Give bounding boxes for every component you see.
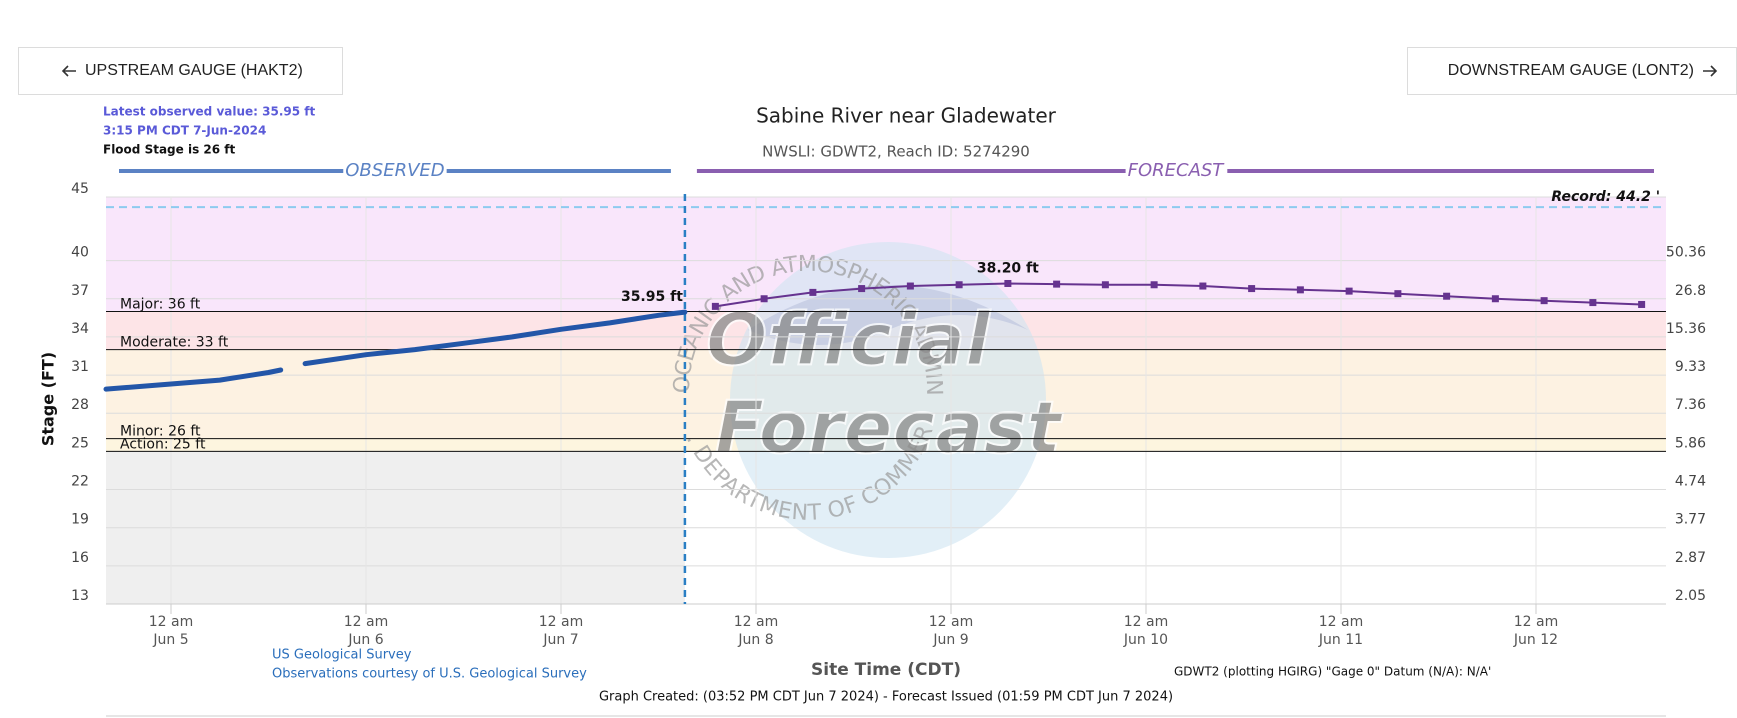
- series-header-bg: [1125, 160, 1228, 181]
- y2-tick-label: 9.33: [1675, 359, 1706, 375]
- y-tick-label: 37: [71, 283, 89, 299]
- arrow-left-icon: [61, 65, 76, 77]
- chart-subtitle: NWSLI: GDWT2, Reach ID: 5274290: [762, 143, 1030, 161]
- y-tick-label: 28: [71, 397, 89, 413]
- upstream-label: UPSTREAM GAUGE (HAKT2): [85, 62, 303, 79]
- series-marker: [1589, 299, 1597, 307]
- threshold-label: Major: 36 ft: [120, 296, 201, 312]
- y-tick-label: 45: [71, 181, 89, 197]
- x-tick-date: Jun 12: [1513, 632, 1558, 648]
- y-tick-label: 19: [71, 512, 89, 528]
- value-label: 38.20 ft: [977, 260, 1039, 276]
- y-tick-label: 40: [71, 245, 89, 261]
- x-tick-label: 12 am: [1514, 614, 1558, 630]
- datum-note: GDWT2 (plotting HGIRG) "Gage 0" Datum (N…: [1174, 665, 1491, 679]
- series-marker: [906, 282, 914, 290]
- series-header: OBSERVED: [345, 160, 444, 181]
- series-marker: [1101, 281, 1109, 289]
- upstream-button[interactable]: UPSTREAM GAUGE (HAKT2): [18, 47, 343, 95]
- series-marker: [809, 288, 817, 296]
- y-tick-label: 34: [71, 321, 89, 337]
- x-tick-date: Jun 10: [1123, 632, 1168, 648]
- credit-link[interactable]: US Geological Survey: [272, 648, 412, 663]
- y2-tick-label: 2.87: [1675, 550, 1706, 566]
- chart-title: Sabine River near Gladewater: [756, 104, 1057, 128]
- series-marker: [955, 281, 963, 289]
- watermark-text: Official: [706, 298, 991, 382]
- series-marker: [1248, 285, 1256, 293]
- x-tick-label: 12 am: [734, 614, 778, 630]
- y-tick-label: 16: [71, 550, 89, 566]
- latest-value: Latest observed value: 35.95 ft: [103, 105, 315, 119]
- series-header: FORECAST: [1128, 160, 1226, 181]
- credit-link[interactable]: Observations courtesy of U.S. Geological…: [272, 667, 587, 682]
- y2-tick-label: 2.05: [1675, 588, 1706, 604]
- y2-tick-label: 4.74: [1675, 474, 1706, 490]
- watermark-text: Forecast: [715, 386, 1064, 470]
- series-marker: [1638, 300, 1646, 308]
- downstream-button[interactable]: DOWNSTREAM GAUGE (LONT2): [1407, 47, 1737, 95]
- y-axis-label: Stage (FT): [39, 352, 58, 446]
- x-tick-date: Jun 9: [932, 632, 968, 648]
- series-marker: [1053, 280, 1061, 288]
- y2-tick-label: 26.8: [1675, 283, 1706, 299]
- y2-tick-label: 7.36: [1675, 397, 1706, 413]
- series-marker: [1443, 292, 1451, 300]
- footer: Graph Created: (03:52 PM CDT Jun 7 2024)…: [599, 690, 1173, 705]
- watermark-logo: [748, 285, 1028, 345]
- value-label: 35.95 ft: [621, 289, 683, 305]
- latest-time: 3:15 PM CDT 7-Jun-2024: [103, 124, 266, 138]
- y2-tick-label: 3.77: [1675, 512, 1706, 528]
- series-marker: [1345, 287, 1353, 295]
- series-marker: [1491, 295, 1499, 303]
- series-marker: [1394, 290, 1402, 298]
- y2-tick-label: 15.36: [1666, 321, 1706, 337]
- y-tick-label: 13: [71, 588, 89, 604]
- series-marker: [711, 302, 719, 310]
- arrow-right-icon: [1703, 65, 1718, 77]
- y-tick-label: 31: [71, 359, 89, 375]
- series-line: [714, 282, 1643, 308]
- x-tick-date: Jun 8: [737, 632, 773, 648]
- threshold-label: Minor: 26 ft: [120, 424, 201, 440]
- y2-tick-label: 50.36: [1666, 245, 1706, 261]
- flood-stage: Flood Stage is 26 ft: [103, 143, 235, 157]
- threshold-label: Action: 25 ft: [120, 436, 206, 452]
- x-tick-date: Jun 6: [347, 632, 383, 648]
- series-marker: [1004, 279, 1012, 287]
- x-tick-label: 12 am: [344, 614, 388, 630]
- y-tick-label: 22: [71, 474, 89, 490]
- series-line: [103, 309, 688, 392]
- series-marker: [760, 295, 768, 303]
- x-tick-label: 12 am: [1319, 614, 1363, 630]
- x-tick-date: Jun 11: [1318, 632, 1363, 648]
- y2-tick-label: 5.86: [1675, 435, 1706, 451]
- x-tick-label: 12 am: [539, 614, 583, 630]
- series-header-bg: [343, 160, 447, 181]
- x-tick-date: Jun 5: [152, 632, 188, 648]
- x-tick-label: 12 am: [1124, 614, 1168, 630]
- y-tick-label: 25: [71, 435, 89, 451]
- record-label: Record: 44.2 ': [1551, 189, 1660, 205]
- series-marker: [858, 285, 866, 293]
- series-marker: [1296, 286, 1304, 294]
- downstream-label: DOWNSTREAM GAUGE (LONT2): [1447, 62, 1694, 79]
- x-tick-label: 12 am: [929, 614, 973, 630]
- x-tick-label: 12 am: [149, 614, 193, 630]
- x-axis-label: Site Time (CDT): [811, 660, 961, 680]
- series-marker: [1150, 281, 1158, 289]
- series-marker: [1540, 297, 1548, 305]
- x-tick-date: Jun 7: [542, 632, 578, 648]
- series-marker: [1199, 282, 1207, 290]
- threshold-label: Moderate: 33 ft: [120, 335, 229, 351]
